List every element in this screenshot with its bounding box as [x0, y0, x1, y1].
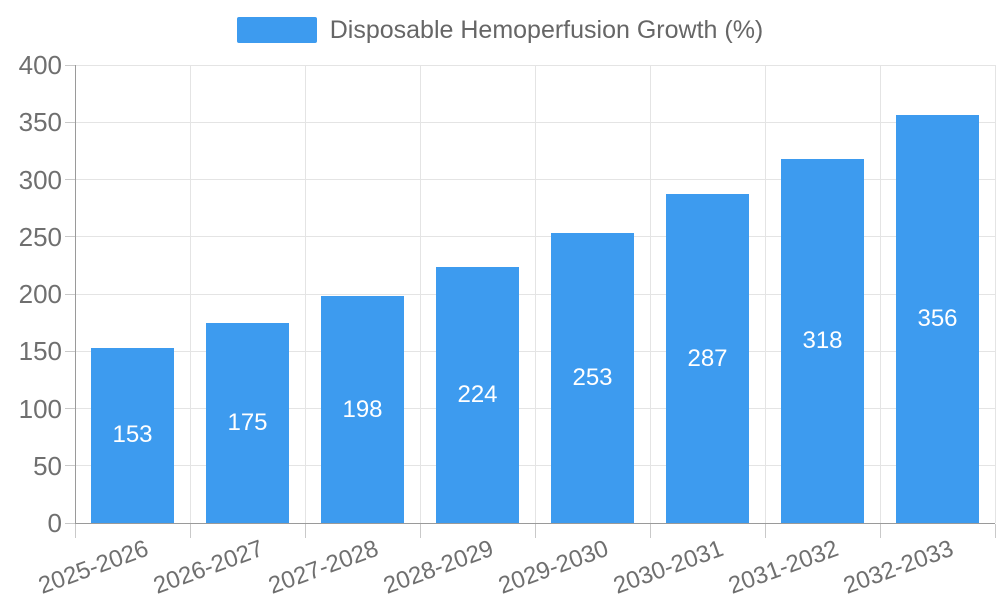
gridline-vertical: [764, 65, 766, 523]
y-axis-tick-label: 0: [47, 508, 62, 538]
bar-2029-2030: [551, 233, 634, 523]
legend-label: Disposable Hemoperfusion Growth (%): [329, 16, 764, 44]
bar-value-label: 175: [227, 408, 268, 436]
legend-item[interactable]: Disposable Hemoperfusion Growth (%): [236, 16, 764, 44]
y-axis-tick: [65, 236, 75, 238]
bar-value-label: 287: [687, 344, 728, 372]
bar-2025-2026: [91, 347, 174, 523]
y-axis-tick-label: 250: [18, 221, 62, 252]
y-axis-tick-label: 300: [18, 164, 62, 195]
bar-2026-2027: [206, 322, 289, 523]
bar-value-label: 198: [342, 395, 383, 423]
gridline-vertical: [189, 65, 191, 523]
gridline-vertical: [304, 65, 306, 523]
x-axis-tick: [764, 524, 766, 538]
bar-value-label: 318: [802, 326, 843, 354]
y-axis-tick-label: 150: [18, 336, 62, 367]
x-axis-tick: [994, 524, 996, 538]
y-axis-tick: [65, 293, 75, 295]
x-axis-tick: [419, 524, 421, 538]
y-axis-tick-label: 350: [18, 107, 62, 138]
y-axis-tick: [65, 522, 75, 524]
x-axis-tick: [649, 524, 651, 538]
gridline-vertical: [649, 65, 651, 523]
y-axis-tick: [65, 179, 75, 180]
bar-value-label: 253: [572, 364, 613, 392]
y-axis-tick: [65, 465, 75, 467]
bar-value-label: 153: [112, 421, 153, 449]
gridline-vertical: [419, 65, 421, 523]
y-axis-tick-label: 200: [18, 279, 62, 309]
x-axis-tick: [879, 524, 881, 538]
legend-swatch-icon: [236, 17, 317, 43]
bar-value-label: 356: [917, 305, 958, 333]
bar-2027-2028: [321, 296, 404, 523]
x-axis-tick: [534, 524, 536, 538]
gridline-vertical: [879, 65, 881, 523]
y-axis-tick-label: 50: [33, 450, 62, 481]
y-axis-tick: [65, 350, 75, 352]
x-axis-tick-label: 2026-2027: [149, 535, 267, 600]
x-axis-tick-label: 2030-2031: [609, 535, 727, 600]
y-axis-line: [74, 65, 76, 524]
y-axis-tick: [65, 408, 75, 409]
y-axis-tick-label: 400: [18, 50, 62, 80]
x-axis-tick-label: 2025-2026: [34, 535, 152, 600]
x-axis-tick-label: 2032-2033: [839, 535, 957, 600]
x-axis-tick-label: 2031-2032: [724, 535, 842, 600]
x-axis-tick: [74, 524, 76, 538]
x-axis-tick-label: 2028-2029: [379, 535, 497, 600]
gridline-vertical: [534, 65, 536, 523]
x-axis-line: [75, 522, 995, 524]
gridline-vertical: [994, 65, 996, 523]
x-axis-tick: [304, 524, 306, 538]
chart-legend: Disposable Hemoperfusion Growth (%): [0, 16, 1000, 44]
y-axis-tick: [65, 121, 75, 123]
y-axis-tick: [65, 64, 75, 66]
bar-2031-2032: [781, 158, 864, 523]
bar-2028-2029: [436, 266, 519, 523]
x-axis-tick: [189, 524, 191, 538]
y-axis-tick-label: 100: [18, 393, 62, 424]
x-axis-tick-label: 2027-2028: [264, 535, 382, 600]
bar-2030-2031: [666, 194, 749, 523]
bar-2032-2033: [896, 115, 979, 523]
x-axis-tick-label: 2029-2030: [494, 535, 612, 600]
bar-value-label: 224: [457, 380, 498, 408]
